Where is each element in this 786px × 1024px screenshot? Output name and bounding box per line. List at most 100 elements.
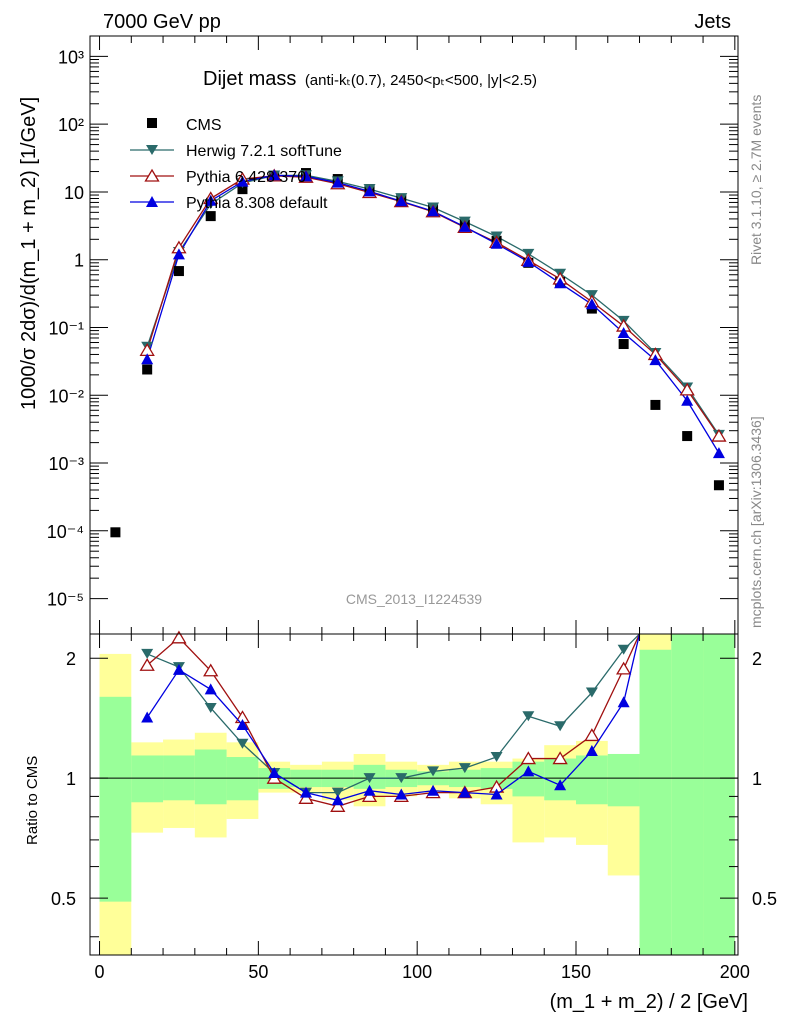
chart-title-detail: (anti-kₜ(0.7), 2450<pₜ<500, |y|<2.5) (305, 72, 537, 89)
ratio-band-inner (194, 749, 227, 805)
ratio-point (554, 779, 567, 791)
ratio-point (236, 718, 249, 730)
ratio-point (458, 763, 471, 774)
legend-marker-pythia6 (144, 168, 160, 182)
ratio-point (331, 787, 344, 798)
y-tick-label: 1 (74, 251, 84, 271)
ratio-point (395, 773, 408, 784)
data-point (173, 266, 184, 277)
data-point (300, 170, 312, 182)
ratio-band-inner (639, 649, 672, 955)
ratio-band-inner (671, 634, 704, 955)
x-tick-label: 0 (95, 962, 105, 982)
ratio-point (395, 788, 408, 800)
legend-marker-pythia8 (146, 196, 158, 207)
ratio-point (584, 728, 600, 742)
legend-label-pythia6: Pythia 6.428 370 (186, 169, 306, 186)
y-axis-label-main: 1000/σ 2dσ)/d(m_1 + m_2) [1/GeV] (18, 97, 40, 410)
legend-marker-cms (147, 118, 157, 128)
data-point (204, 194, 217, 206)
chart-title-main: Dijet mass (203, 68, 296, 90)
ratio-point (552, 751, 568, 765)
data-point (650, 399, 661, 410)
ratio-point (268, 767, 281, 779)
ratio-point (141, 711, 154, 723)
ratio-tick-label-left: 0.5 (51, 889, 76, 909)
ratio-point (361, 789, 378, 803)
ratio-point (427, 784, 440, 796)
ratio-point (331, 794, 344, 806)
ratio-point (427, 766, 440, 777)
data-point (681, 394, 694, 406)
data-point (554, 277, 567, 289)
y-tick-label: 10⁻² (48, 386, 84, 406)
y-tick-label: 10³ (58, 47, 84, 67)
data-point (490, 237, 503, 249)
data-point (237, 184, 248, 195)
ratio-point (490, 752, 503, 763)
x-axis-label: (m_1 + m_2) / 2 [GeV] (550, 991, 748, 1013)
x-tick-label: 100 (402, 962, 432, 982)
data-point (141, 353, 154, 365)
data-point (617, 326, 630, 338)
axis-ticks: 0 50 100 150 20010⁻⁵10⁻⁴10⁻³10⁻²10⁻¹11010²10… (47, 35, 777, 982)
data-point (331, 176, 344, 188)
ratio-point (141, 648, 154, 659)
ratio-point (139, 657, 155, 671)
data-point (522, 255, 535, 267)
x-tick-label: 50 (248, 962, 268, 982)
ratio-point (363, 784, 376, 796)
rivet-version-text: Rivet 3.1.10, ≥ 2.7M events (748, 95, 764, 265)
data-point (649, 354, 662, 366)
ratio-point (522, 765, 535, 777)
data-point (268, 169, 281, 181)
data-point (682, 431, 693, 442)
ratio-tick-label-left: 2 (66, 649, 76, 669)
main-series-group (110, 168, 727, 538)
ratio-panel-frame (89, 633, 739, 956)
ratio-series-group (139, 630, 641, 812)
legend-label-pythia8: Pythia 8.308 default (186, 195, 328, 212)
data-point (172, 248, 185, 260)
ratio-point (236, 738, 249, 749)
ratio-point (203, 663, 219, 677)
data-point (712, 447, 725, 459)
chart-title: Dijet mass (anti-kₜ(0.7), 2450<pₜ<500, |… (203, 68, 537, 90)
data-point (205, 211, 216, 222)
ratio-point (172, 663, 185, 675)
data-point (236, 175, 249, 187)
legend: CMS Herwig 7.2.1 softTune Pythia 6.428 3… (130, 117, 342, 212)
y-tick-label: 10 (64, 183, 84, 203)
ratio-point (171, 630, 187, 644)
ratio-point (522, 711, 535, 722)
ratio-point (490, 788, 503, 800)
ratio-point (300, 786, 312, 798)
ratio-band-inner (703, 634, 735, 955)
y-tick-label: 10⁻⁴ (47, 522, 84, 542)
ratio-tick-label-right: 0.5 (752, 889, 777, 909)
data-point (585, 298, 598, 310)
data-point (110, 527, 121, 538)
data-point (618, 339, 629, 350)
ratio-point (617, 696, 630, 708)
ratio-point (616, 661, 632, 675)
ratio-band-inner (576, 755, 608, 805)
ratio-point (330, 799, 346, 812)
ratio-point (458, 786, 471, 798)
header-right: Jets (694, 11, 731, 33)
ratio-point (363, 773, 376, 784)
legend-marker-herwig (146, 145, 158, 155)
ratio-point (204, 702, 217, 713)
data-point (711, 428, 727, 442)
y-tick-label: 10⁻⁵ (47, 590, 84, 610)
data-point (713, 480, 724, 491)
data-point (363, 185, 376, 197)
legend-label-herwig: Herwig 7.2.1 softTune (186, 143, 342, 160)
data-point (458, 220, 471, 232)
ratio-point (554, 721, 567, 732)
ratio-point (298, 791, 314, 804)
ratio-band-inner (607, 753, 640, 807)
y-tick-label: 10⁻³ (48, 454, 84, 474)
ratio-point (585, 687, 598, 698)
